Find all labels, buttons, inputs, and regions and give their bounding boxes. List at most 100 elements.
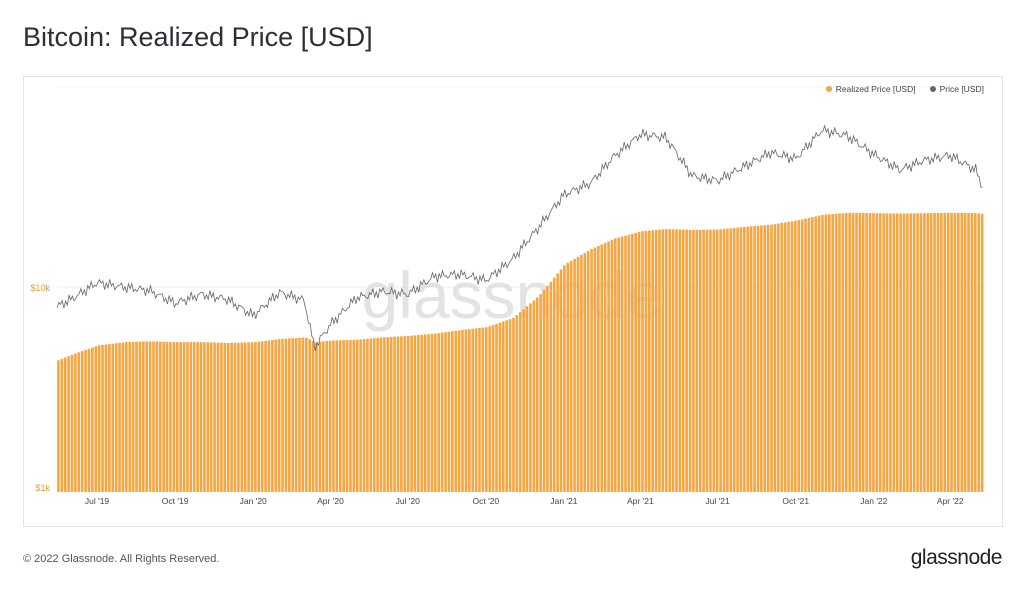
- realized-price-bar: [298, 337, 301, 492]
- realized-price-bar: [804, 218, 807, 492]
- realized-price-bar: [206, 342, 210, 492]
- realized-price-bar: [709, 229, 712, 492]
- realized-price-bar: [831, 213, 834, 493]
- realized-price-bar: [281, 338, 284, 492]
- realized-price-bar: [790, 221, 794, 492]
- realized-price-bar: [644, 230, 648, 493]
- realized-price-bar: [576, 256, 580, 492]
- realized-price-bar: [651, 230, 654, 492]
- realized-price-bar: [583, 252, 587, 492]
- realized-price-bar: [882, 213, 885, 492]
- realized-price-bar: [580, 254, 583, 492]
- realized-price-bar: [773, 224, 777, 492]
- price-line: [56, 124, 983, 352]
- realized-price-bar: [899, 213, 902, 492]
- x-tick-label: Jan '20: [240, 496, 267, 506]
- legend-price[interactable]: Price [USD]: [929, 84, 984, 94]
- realized-price-bar: [305, 337, 308, 492]
- realized-price-bar: [746, 226, 750, 493]
- realized-price-bar: [926, 213, 930, 493]
- realized-price-bar: [501, 321, 505, 492]
- realized-price-bar: [875, 213, 879, 492]
- realized-price-bar: [464, 329, 468, 492]
- realized-price-bar: [841, 213, 845, 492]
- realized-price-bar: [230, 342, 233, 492]
- realized-price-bar: [468, 329, 471, 492]
- legend-realized-price[interactable]: Realized Price [USD]: [825, 84, 916, 94]
- realized-price-bar: [671, 229, 675, 492]
- realized-price-bar: [349, 339, 352, 492]
- realized-price-bar: [974, 213, 977, 492]
- realized-price-bar: [827, 214, 831, 492]
- realized-price-bar: [203, 342, 206, 492]
- legend: Realized Price [USD] Price [USD]: [825, 84, 984, 94]
- realized-price-bar: [406, 335, 410, 492]
- realized-price-bar: [335, 340, 339, 492]
- realized-price-bar: [535, 297, 539, 492]
- realized-price-bar: [654, 229, 658, 492]
- realized-price-bar: [532, 300, 536, 492]
- realized-price-bar: [963, 212, 967, 492]
- realized-price-bar: [209, 342, 213, 492]
- realized-price-bar: [692, 229, 695, 492]
- realized-price-bar: [389, 336, 393, 492]
- realized-price-bar: [817, 215, 821, 493]
- realized-price-bar: [186, 342, 189, 492]
- realized-price-bar: [70, 354, 74, 492]
- realized-price-bar: [753, 226, 756, 492]
- realized-price-bar: [308, 339, 312, 492]
- realized-price-bar: [929, 213, 933, 493]
- realized-price-bar: [729, 228, 733, 492]
- realized-price-bar: [444, 332, 447, 492]
- realized-price-bar: [288, 338, 291, 492]
- x-tick-label: Oct '19: [162, 496, 189, 506]
- realized-price-bar: [294, 337, 298, 492]
- realized-price-bar: [780, 222, 784, 493]
- realized-price-bar: [148, 341, 152, 492]
- realized-price-bar: [104, 344, 108, 492]
- realized-price-bar: [861, 212, 865, 492]
- realized-price-bar: [916, 213, 919, 492]
- realized-price-bar: [169, 341, 172, 492]
- realized-price-bar: [566, 262, 570, 492]
- realized-price-bar: [393, 336, 396, 492]
- realized-price-bar: [158, 341, 162, 492]
- realized-price-bar: [865, 213, 868, 492]
- realized-price-bar: [838, 213, 841, 492]
- realized-price-bar: [260, 341, 264, 492]
- realized-price-bar: [430, 333, 434, 492]
- realized-price-bar: [451, 331, 454, 492]
- realized-price-bar: [855, 212, 858, 492]
- realized-price-bar: [254, 342, 257, 492]
- x-tick-label: Jul '21: [705, 496, 730, 506]
- brand-logo[interactable]: glassnode: [910, 546, 1003, 569]
- realized-price-bar: [172, 342, 176, 492]
- realized-price-bar: [807, 217, 811, 492]
- realized-price-bar: [844, 212, 848, 493]
- realized-price-bar: [437, 333, 441, 492]
- realized-price-bar: [770, 224, 773, 492]
- realized-price-bar: [600, 244, 604, 492]
- realized-price-bar: [800, 219, 804, 492]
- realized-price-bar: [101, 344, 104, 492]
- realized-price-bar: [87, 348, 91, 492]
- realized-price-bar: [60, 358, 64, 492]
- realized-price-bar: [627, 234, 631, 492]
- realized-price-bar: [675, 229, 678, 492]
- realized-price-bar: [420, 334, 424, 492]
- realized-price-bar: [610, 239, 614, 492]
- realized-price-bar: [111, 343, 115, 492]
- realized-price-bar: [488, 326, 491, 492]
- realized-price-bar: [196, 342, 199, 492]
- page-title: Bitcoin: Realized Price [USD]: [23, 22, 373, 52]
- realized-price-bar: [362, 339, 366, 492]
- realized-price-bar: [658, 229, 661, 493]
- realized-price-bar: [97, 345, 101, 492]
- realized-price-bar: [91, 347, 94, 492]
- realized-price-bar: [732, 227, 736, 492]
- realized-price-bar: [698, 229, 702, 492]
- realized-price-bar: [529, 303, 532, 492]
- realized-price-bar: [631, 233, 634, 492]
- realized-price-bar: [919, 213, 923, 492]
- realized-price-bar: [80, 351, 84, 492]
